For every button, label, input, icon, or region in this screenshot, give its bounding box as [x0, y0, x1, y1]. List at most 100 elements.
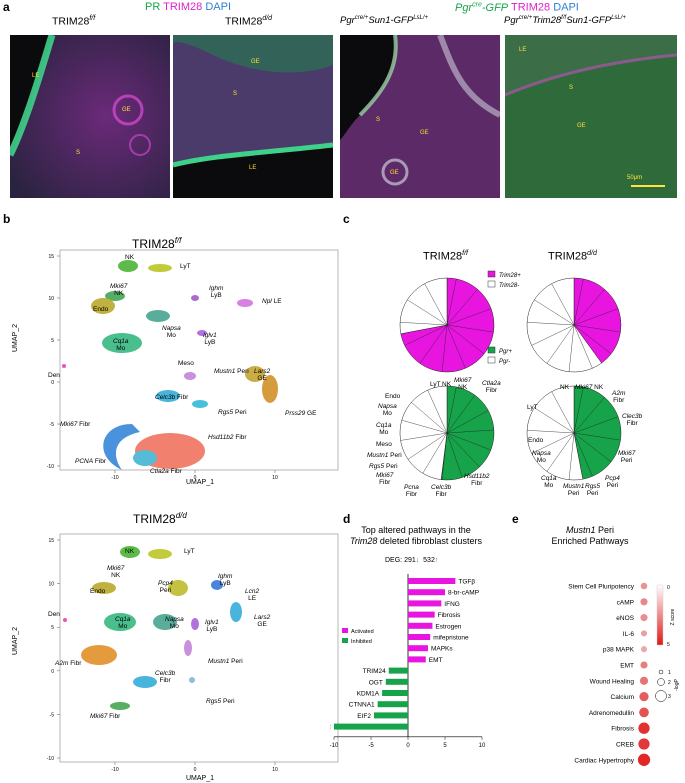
- pathway-dot: [640, 646, 648, 653]
- pie-slice: [399, 385, 448, 480]
- pathway-label: MYC: [330, 724, 331, 731]
- pie-cluster-division: [573, 416, 619, 434]
- pathway-dot: [639, 676, 649, 685]
- pie-ff-label: Ctla2a Fibr: [482, 380, 501, 394]
- pie-slice: [440, 385, 495, 481]
- pie-cluster-division: [573, 324, 621, 333]
- umap-xtick-label: 0: [194, 767, 197, 773]
- pie-cluster-division: [446, 432, 480, 468]
- umap-top: 15 10 5 0 -5 -10 -10 0 10 UMAP_1: [47, 249, 339, 486]
- pie-ff-label: Mki67 Fibr: [376, 472, 394, 486]
- pie-cluster-division: [422, 432, 448, 474]
- pathway-label: OGT: [369, 679, 383, 686]
- pies: Trim28+ Trim28- Pgr+ Pgr-: [399, 270, 622, 481]
- pie-cluster-division: [573, 397, 605, 434]
- pie-cluster-division: [446, 410, 489, 434]
- pie-cluster-division: [573, 432, 593, 477]
- pie-ff-title: TRIM28f/f: [423, 250, 468, 263]
- umap-bottom-cluster-label: Iglv1 LyB: [205, 619, 219, 633]
- umap-top-title: TRIM28f/f: [132, 236, 182, 251]
- pie-slice: [573, 385, 622, 480]
- pie-ff-label: Mki67 NK: [454, 377, 472, 391]
- zscore-colorbar: [656, 584, 664, 646]
- umap-ytick-label: 0: [51, 380, 54, 386]
- umap-bottom-title: TRIM28d/d: [133, 511, 187, 526]
- legend-trim28-minus-swatch: [487, 280, 496, 288]
- umap-top-cluster-label: Napsa Mo: [162, 325, 181, 339]
- micrograph-pgr-trim-sun1: LE S GE 50μm: [505, 35, 677, 198]
- micrograph-pgr-sun1: S GE GE: [340, 35, 500, 198]
- pie-cluster-division: [568, 432, 575, 480]
- pie-cluster-division: [446, 289, 478, 326]
- micrograph-dd-art: [173, 35, 333, 198]
- umap-top-cluster-label: Celc3b Fibr: [155, 394, 189, 401]
- pathway-name: Calcium: [611, 694, 634, 701]
- umap-bottom-clusters: [63, 546, 242, 710]
- pie-cluster-division: [441, 432, 448, 480]
- bar-xtick-label: -10: [330, 743, 339, 749]
- umap-xtick-label: 10: [272, 475, 278, 481]
- pathway-bar: [408, 645, 428, 652]
- legend-dapi: DAPI: [205, 1, 232, 13]
- umap-top-cluster-label: Rgs5 Peri: [218, 409, 247, 416]
- pie-slice: [526, 277, 602, 373]
- umap-top-ylabel: UMAP_2: [12, 323, 19, 352]
- legend-pgr-plus-swatch: [487, 346, 496, 354]
- panel-e-title: Mustn1 Peri Enriched Pathways: [551, 525, 629, 546]
- umap-top-cluster-label: Ctla2a Fibr: [150, 468, 182, 475]
- pathway-bar: [334, 723, 408, 730]
- umap-ytick-label: 10: [48, 296, 54, 302]
- pathway-label: EMT: [429, 657, 443, 664]
- pathway-name: CREB: [616, 742, 634, 749]
- micrograph-pgr-sun1-art: [340, 35, 500, 198]
- pie-cluster-division: [527, 430, 575, 434]
- pie-cluster-division: [400, 432, 448, 441]
- pathway-name: Fibrosis: [611, 726, 635, 733]
- pathway-dot: [640, 582, 648, 590]
- panel-a-legend: PR TRIM28 DAPI: [145, 1, 231, 13]
- pie-ff-label: Meso: [376, 441, 392, 448]
- umap-bottom-cluster-label: Lars2 GE: [254, 614, 271, 628]
- umap-ytick-label: 15: [48, 538, 54, 544]
- pie-cluster-division: [411, 402, 448, 434]
- umap-bottom: 15 10 5 0 -5 -10 -10 0 10 UMAP_1: [47, 533, 339, 782]
- pathway-bar: [373, 712, 408, 719]
- legend-trim28-plus-swatch: [487, 270, 496, 278]
- pathway-label: KDM1A: [357, 691, 380, 698]
- umap-bottom-ylabel: UMAP_2: [12, 626, 19, 655]
- legend-activated-swatch: [342, 628, 348, 633]
- pathway-label: TRIM24: [363, 668, 387, 675]
- pathway-bar: [408, 578, 456, 584]
- umap-top-cluster-label: Lars2 GE: [254, 368, 271, 382]
- pathway-name: Stem Cell Pluripotency: [568, 584, 634, 591]
- pathway-bar: [388, 667, 408, 674]
- micrograph-pgr-trim-sun1-art: [505, 35, 677, 198]
- pie-dd-label: NK: [560, 384, 570, 391]
- legend-trim28: TRIM28: [163, 1, 203, 13]
- umap-top-cluster-label: Npl LE: [262, 298, 282, 305]
- up-arrow-icon: ↑: [434, 557, 439, 564]
- panel-b-label: b: [3, 212, 11, 226]
- pathway-label: CTNNA1: [349, 702, 375, 709]
- pie-cluster-division: [419, 324, 448, 364]
- size-legend-1: [658, 669, 664, 675]
- panel-a-legend-2: Pgrcre-GFP TRIM28 DAPI: [455, 1, 579, 14]
- umap-bottom-xlabel: UMAP_1: [186, 775, 214, 782]
- pathway-name: Cardiac Hypertrophy: [574, 757, 634, 764]
- legend-pgr-minus: Pgr-: [499, 359, 510, 365]
- pie-cluster-division: [573, 278, 584, 326]
- pathway-bar: [408, 589, 445, 596]
- pathway-name: EMT: [620, 663, 634, 670]
- pie-ff-label: Celc3b Fibr: [431, 484, 452, 498]
- legend-trim28-plus: Trim28+: [499, 273, 521, 279]
- pie-cluster-division: [573, 324, 612, 355]
- pathway-name: cAMP: [617, 599, 634, 606]
- pathway-name: Wound Healing: [590, 678, 635, 685]
- pathway-bar: [408, 622, 433, 629]
- umap-top-cluster-label: Cq1a Mo: [113, 338, 129, 352]
- pie-ff-label: Pcna Fibr: [404, 484, 419, 498]
- umap-ytick-label: -5: [50, 422, 55, 428]
- pie-cluster-division: [446, 386, 457, 434]
- pie-dd-label: Endo: [528, 437, 544, 444]
- pathway-label: 8-br-cAMP: [448, 590, 479, 597]
